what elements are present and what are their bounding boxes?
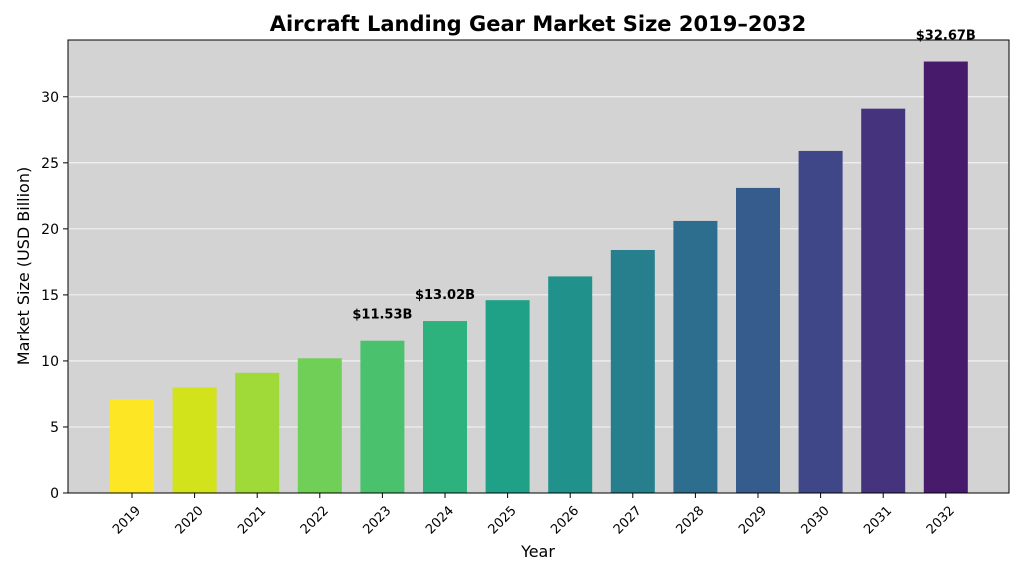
bar-2019 xyxy=(110,399,154,493)
x-tick-label: 2020 xyxy=(173,503,207,537)
x-tick-label: 2030 xyxy=(799,503,833,537)
bar-2024 xyxy=(423,321,467,493)
y-tick-label: 20 xyxy=(41,222,59,238)
y-tick-label: 25 xyxy=(41,156,59,172)
x-tick-label: 2027 xyxy=(611,503,645,537)
data-label-2023: $11.53B xyxy=(352,308,412,323)
bar-2025 xyxy=(485,300,530,493)
plot-area xyxy=(68,40,1009,493)
y-axis-label: Market Size (USD Billion) xyxy=(14,167,33,365)
data-label-2024: $13.02B xyxy=(415,288,475,303)
x-tick-label: 2021 xyxy=(235,503,269,537)
x-tick-label: 2032 xyxy=(924,503,958,537)
bar-2027 xyxy=(610,249,655,493)
bars xyxy=(110,61,968,494)
chart-title: Aircraft Landing Gear Market Size 2019–2… xyxy=(270,12,807,36)
bar-2020 xyxy=(172,387,217,493)
bar-2023 xyxy=(360,340,405,493)
bar-2021 xyxy=(235,372,280,493)
plot-frame xyxy=(67,39,1010,494)
y-tick-label: 0 xyxy=(50,486,59,502)
x-tick-label: 2031 xyxy=(861,503,895,537)
bar-2029 xyxy=(736,187,780,493)
x-tick-label: 2019 xyxy=(110,503,144,537)
x-tick-label: 2025 xyxy=(486,503,520,537)
x-tick-label: 2028 xyxy=(673,503,707,537)
x-axis-label: Year xyxy=(520,542,555,561)
x-tick-label: 2022 xyxy=(298,503,332,537)
x-tick-label: 2024 xyxy=(423,503,457,537)
bar-2028 xyxy=(673,220,718,494)
y-tick-label: 10 xyxy=(41,354,59,370)
y-tick-label: 30 xyxy=(41,90,59,106)
x-tick-label: 2029 xyxy=(736,503,770,537)
bar-2031 xyxy=(861,108,906,493)
y-tick-label: 5 xyxy=(50,420,59,436)
bar-2030 xyxy=(798,150,843,493)
bar-2022 xyxy=(297,358,342,493)
x-tick-label: 2023 xyxy=(360,503,394,537)
bar-2026 xyxy=(548,276,593,493)
y-tick-label: 15 xyxy=(41,288,59,304)
data-label-2032: $32.67B xyxy=(916,29,976,44)
bar-2032 xyxy=(923,61,968,493)
x-tick-label: 2026 xyxy=(548,503,582,537)
